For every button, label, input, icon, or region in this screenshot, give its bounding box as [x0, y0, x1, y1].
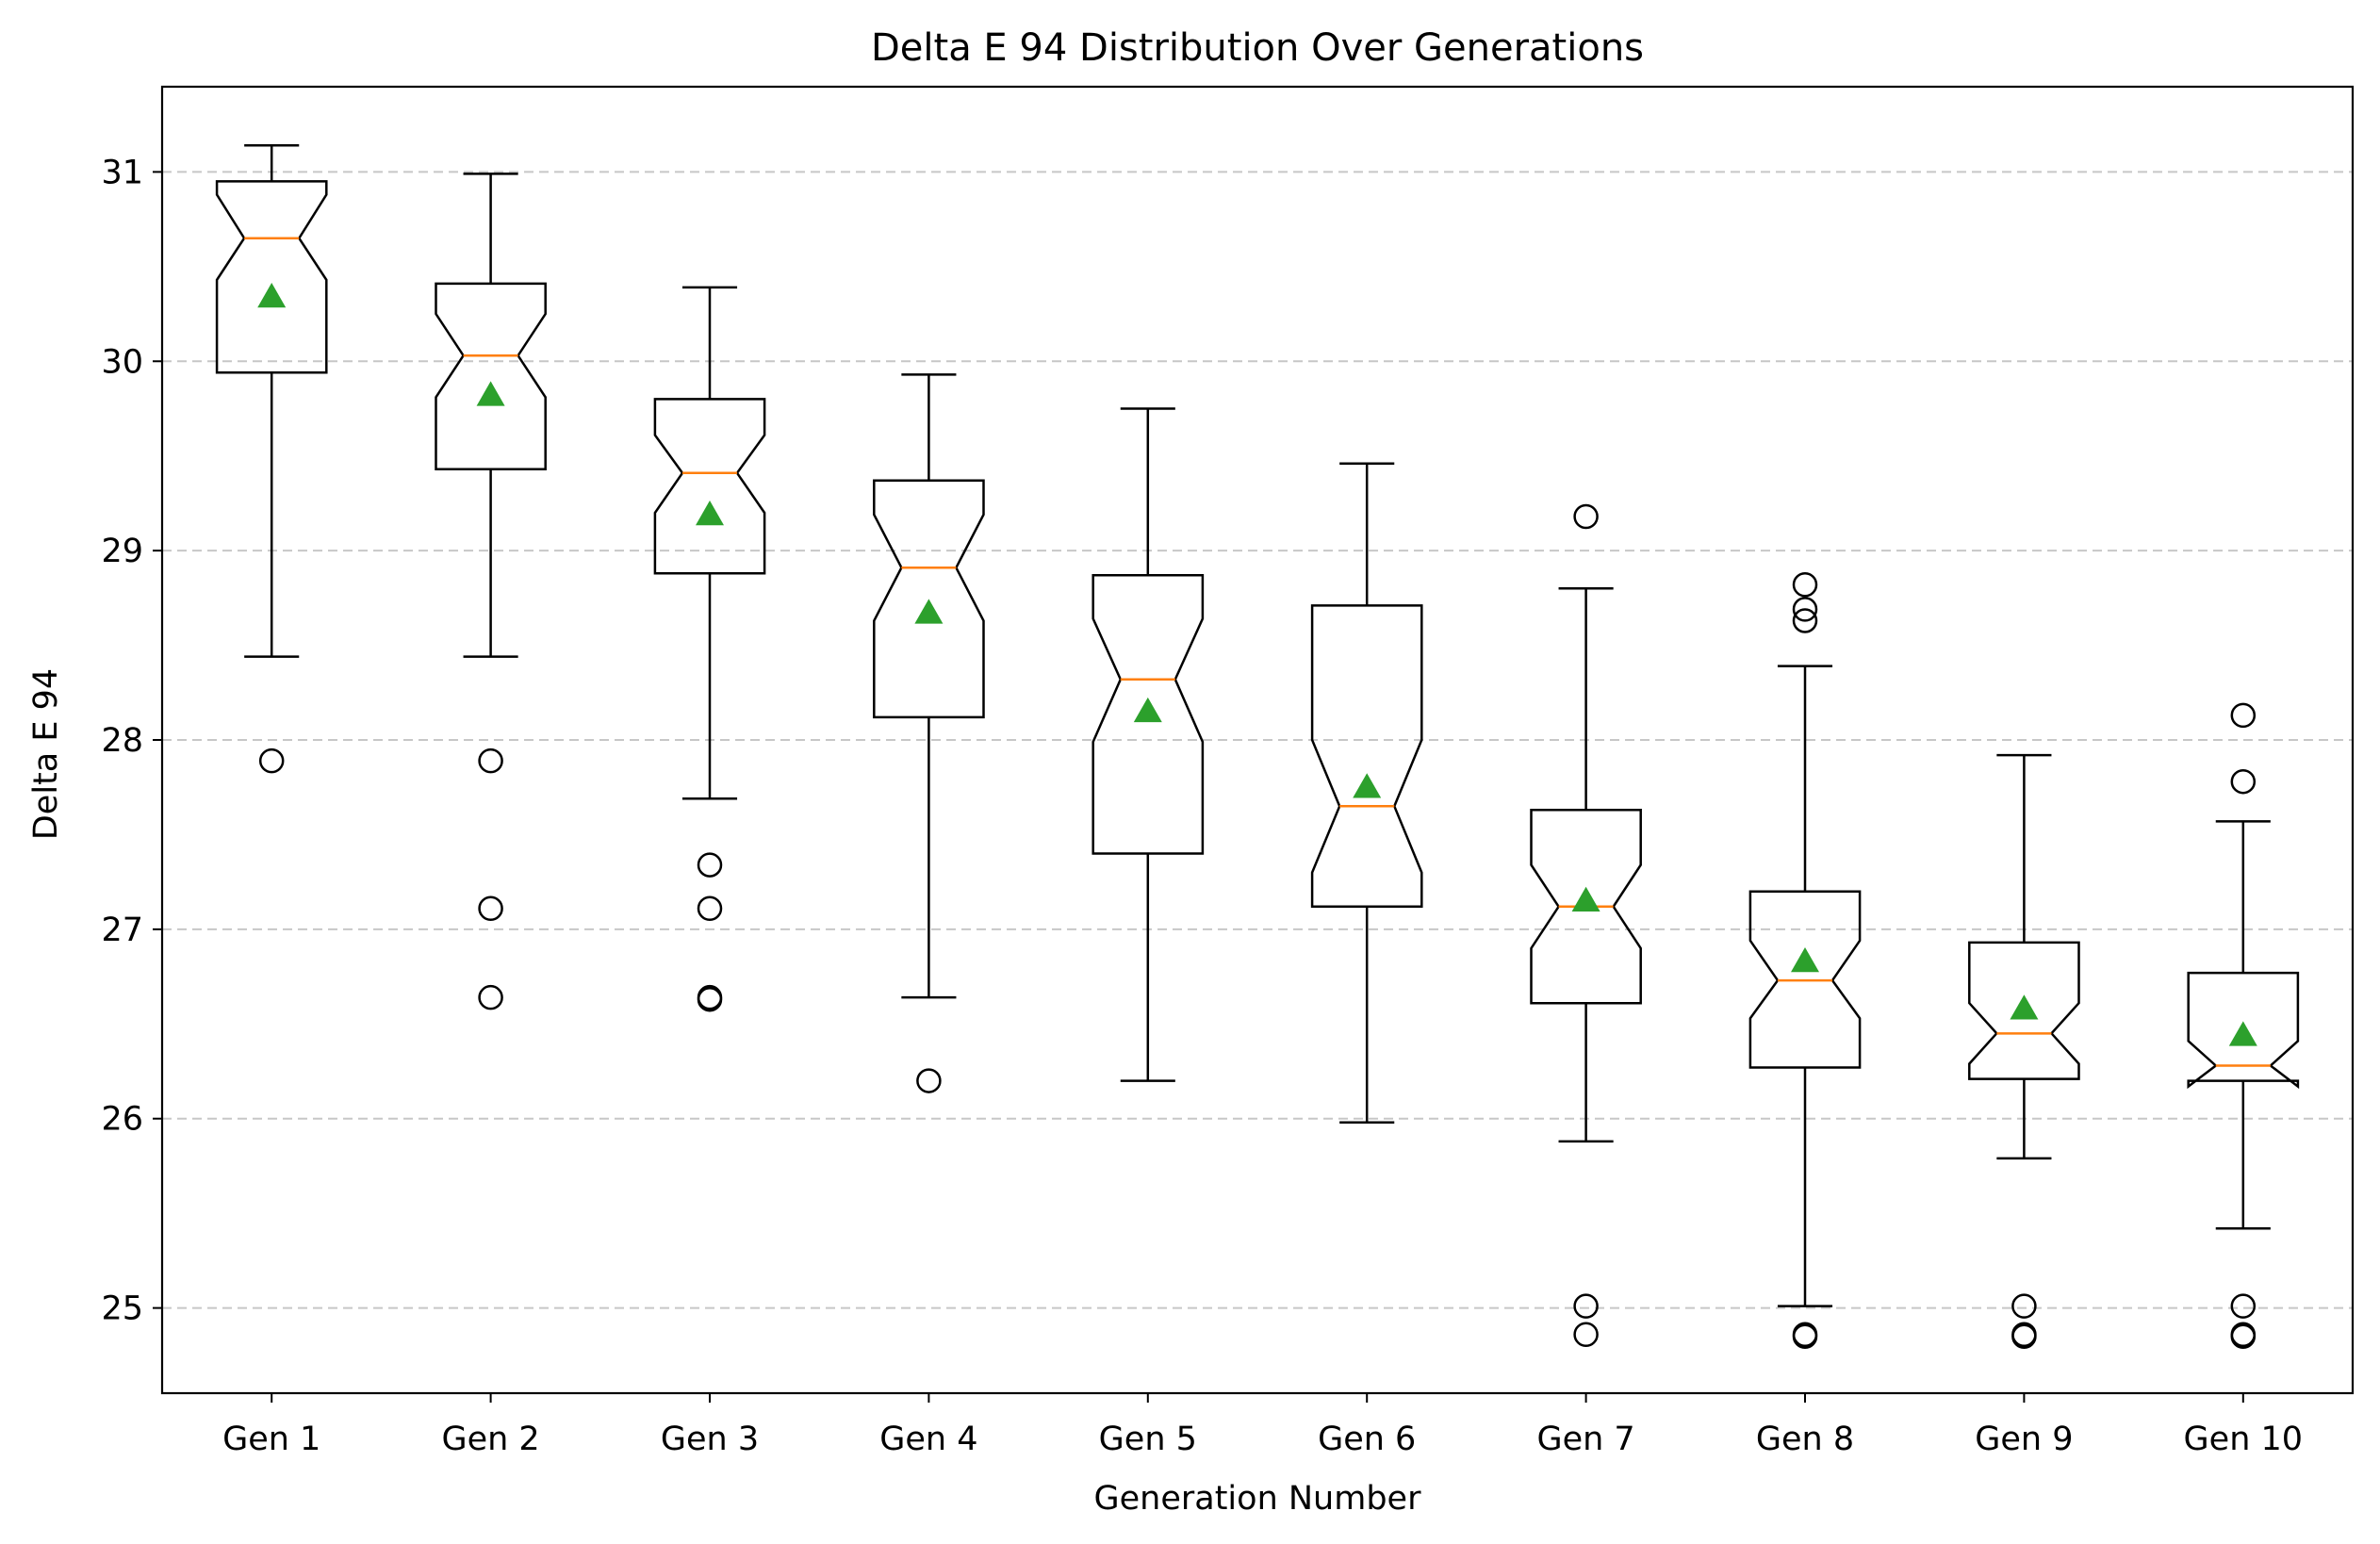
y-tick-label: 26 — [101, 1101, 143, 1139]
y-tick-label: 27 — [101, 912, 143, 949]
plot-area — [215, 144, 2300, 1349]
x-tick-label: Gen 5 — [1099, 1421, 1197, 1458]
notched-box — [2187, 971, 2300, 1090]
outlier-point — [1792, 572, 1818, 598]
x-tick-label: Gen 2 — [441, 1421, 539, 1458]
box-group — [435, 172, 547, 1010]
mean-marker — [696, 500, 724, 526]
outlier-point — [1792, 1323, 1818, 1349]
box-group — [1310, 462, 1423, 1125]
mean-marker — [2228, 1021, 2257, 1046]
x-tick-label: Gen 1 — [222, 1421, 320, 1458]
x-axis-label: Generation Number — [1094, 1480, 1422, 1518]
mean-marker — [1791, 947, 1819, 973]
notched-box — [1092, 573, 1205, 855]
outlier-point — [2011, 1323, 2037, 1349]
mean-marker — [1353, 773, 1382, 798]
box-group — [1092, 407, 1205, 1082]
x-axis: Gen 1 Gen 2 Gen 3 Gen 4 Gen 5 Gen 6 Gen 7 Gen 8… — [222, 1393, 2303, 1458]
mean-marker — [257, 282, 287, 308]
box-group — [1748, 572, 1862, 1349]
y-tick-label: 31 — [101, 154, 143, 191]
outlier-point — [2230, 1323, 2257, 1349]
notched-box — [1748, 890, 1862, 1069]
x-tick-label: Gen 10 — [2184, 1421, 2304, 1458]
notched-box — [873, 479, 985, 719]
y-tick-label: 28 — [101, 722, 143, 760]
outlier-point — [1792, 608, 1818, 633]
x-tick-label: Gen 9 — [1975, 1421, 2073, 1458]
y-axis: 25 26 27 28 29 30 31 — [101, 154, 162, 1328]
box-group — [1968, 753, 2080, 1349]
outlier-point — [2230, 768, 2257, 795]
outlier-point — [697, 895, 723, 922]
mean-marker — [2010, 994, 2039, 1020]
outlier-point — [1792, 597, 1818, 622]
outlier-point — [1573, 1293, 1599, 1319]
outlier-point — [916, 1068, 942, 1093]
gridlines — [162, 171, 2353, 1309]
outlier-point — [478, 895, 503, 922]
y-tick-label: 30 — [101, 343, 143, 381]
outlier-point — [478, 747, 503, 774]
y-tick-label: 25 — [101, 1290, 143, 1328]
outlier-point — [2011, 1293, 2037, 1319]
x-tick-label: Gen 8 — [1756, 1421, 1854, 1458]
outlier-point — [478, 984, 503, 1010]
outlier-point — [258, 747, 285, 774]
y-axis-label: Delta E 94 — [27, 668, 65, 840]
x-tick-label: Gen 6 — [1318, 1421, 1416, 1458]
notched-box — [1530, 809, 1642, 1005]
notched-box — [215, 180, 328, 374]
mean-marker — [1133, 697, 1162, 723]
mean-marker — [914, 599, 944, 624]
notched-box — [435, 282, 547, 471]
outlier-point — [1573, 503, 1599, 530]
y-tick-label: 29 — [101, 533, 143, 570]
notched-box — [653, 398, 766, 575]
notched-box — [1310, 604, 1423, 909]
box-group — [2187, 702, 2300, 1349]
box-group — [1530, 503, 1642, 1347]
box-group — [215, 144, 328, 774]
outlier-point — [697, 986, 723, 1012]
x-tick-label: Gen 7 — [1536, 1421, 1634, 1458]
outlier-point — [697, 852, 723, 878]
box-group — [653, 286, 766, 1012]
outlier-point — [2230, 1293, 2257, 1319]
box-group — [873, 373, 985, 1093]
chart-title: Delta E 94 Distribution Over Generations — [871, 26, 1644, 70]
notched-box — [1968, 941, 2080, 1080]
mean-marker — [476, 381, 505, 406]
mean-marker — [1571, 886, 1600, 912]
x-tick-label: Gen 3 — [661, 1421, 759, 1458]
outlier-point — [1573, 1322, 1599, 1347]
outlier-point — [2230, 702, 2257, 729]
x-tick-label: Gen 4 — [879, 1421, 977, 1458]
